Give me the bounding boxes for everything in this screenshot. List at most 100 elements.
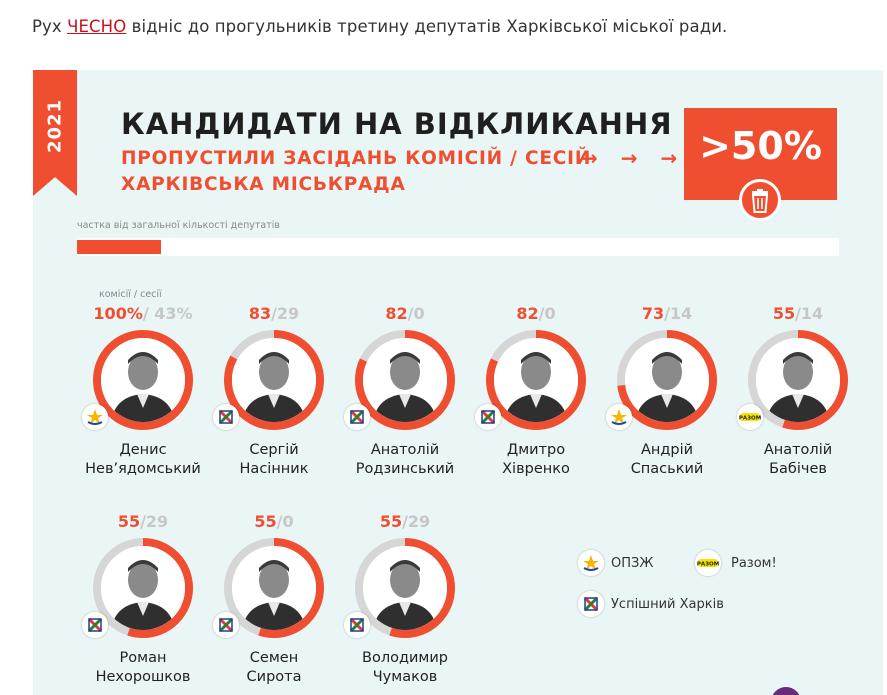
share-bar: [77, 238, 839, 256]
threshold-label: >50%: [699, 124, 822, 168]
deputy-photo: [232, 546, 316, 630]
attendance-percent: 55/29: [340, 512, 470, 531]
deputy-name: Денис Нев’ядомський: [78, 441, 208, 479]
lead-prefix: Рух: [32, 17, 68, 36]
attendance-ring: [222, 536, 326, 640]
deputy-name: Семен Сирота: [209, 649, 339, 687]
deputy-last-name: Родзинський: [355, 461, 455, 477]
council-name: ХАРКІВСЬКА МІСЬКРАДА: [121, 174, 406, 195]
deputy-last-name: Хівренко: [502, 461, 570, 477]
attendance-ring: [353, 536, 457, 640]
deputy-photo: [625, 338, 709, 422]
session-percent: /0: [276, 512, 294, 531]
session-percent: /14: [664, 304, 693, 323]
deputy-photo: [494, 338, 578, 422]
deputy-name: Андрій Спаський: [602, 441, 732, 479]
svg-text:РАЗОМ: РАЗОМ: [697, 562, 719, 568]
committee-percent: 55: [379, 512, 403, 531]
deputy-name: Роман Нехорошков: [78, 649, 208, 687]
attendance-percent: 55/29: [78, 512, 208, 531]
attendance-percent: 82/0: [340, 304, 470, 323]
chesno-logo-icon: [771, 687, 801, 695]
share-label: частка від загальної кількості депутатів: [77, 220, 281, 231]
legend-opzzh: ОПЗЖ: [611, 556, 654, 571]
party-logo-icon: [213, 612, 239, 638]
committee-percent: 100%: [93, 304, 143, 323]
attendance-ring: [615, 328, 719, 432]
deputy-photo: [232, 338, 316, 422]
attendance-ring: [484, 328, 588, 432]
attendance-ring: [746, 328, 850, 432]
committee-percent: 82: [385, 304, 408, 323]
party-logo-icon: [82, 404, 108, 430]
deputy-first-name: Анатолій: [763, 442, 833, 458]
deputy-photo: [756, 338, 840, 422]
infographic-subtitle: ПРОПУСТИЛИ ЗАСІДАНЬ КОМІСІЙ / СЕСІЙ: [121, 148, 592, 169]
deputy-last-name: Сирота: [246, 669, 302, 685]
trash-icon: [739, 179, 781, 221]
attendance-percent: 100%/ 43%: [78, 304, 208, 323]
committee-percent: 55: [254, 512, 277, 531]
deputy-first-name: Сергій: [249, 442, 299, 458]
deputy-name: Дмитро Хівренко: [471, 441, 601, 479]
deputy-name: Анатолій Родзинський: [340, 441, 470, 479]
deputy-first-name: Андрій: [640, 442, 694, 458]
year-label: 2021: [44, 98, 66, 154]
attendance-percent: 82/0: [471, 304, 601, 323]
session-percent: /0: [538, 304, 556, 323]
committee-percent: 83: [248, 304, 272, 323]
share-bar-fill: [77, 240, 161, 254]
deputy-last-name: Нев’ядомський: [85, 461, 201, 477]
share-value: 11%: [126, 238, 156, 253]
deputy-last-name: Чумаков: [372, 669, 438, 685]
lead-paragraph: Рух ЧЕСНО відніс до прогульників третину…: [32, 17, 727, 36]
session-percent: /0: [407, 304, 425, 323]
deputy-first-name: Дмитро: [506, 442, 566, 458]
attendance-percent: 73/14: [602, 304, 732, 323]
attendance-percent: 83/29: [209, 304, 339, 323]
session-percent: /29: [402, 512, 431, 531]
deputy-last-name: Спаський: [630, 461, 704, 477]
threshold-box: >50%: [684, 108, 837, 200]
deputy-photo: [363, 338, 447, 422]
party-logo-icon: [606, 404, 632, 430]
year-ribbon: [33, 70, 77, 196]
svg-text:РАЗОМ: РАЗОМ: [739, 416, 761, 422]
uspishnyi-logo-icon: [578, 591, 604, 617]
committee-percent: 82: [516, 304, 539, 323]
deputy-first-name: Володимир: [362, 650, 448, 666]
attendance-percent: 55/0: [209, 512, 339, 531]
chesno-link[interactable]: ЧЕСНО: [67, 17, 127, 36]
infographic-title: КАНДИДАТИ НА ВІДКЛИКАННЯ: [121, 107, 673, 141]
deputy-first-name: Роман: [119, 650, 167, 666]
committee-percent: 55: [772, 304, 796, 323]
deputy-last-name: Бабічев: [769, 461, 827, 477]
infographic: 2021 КАНДИДАТИ НА ВІДКЛИКАННЯ ПРОПУСТИЛИ…: [33, 70, 883, 695]
committee-percent: 55: [117, 512, 141, 531]
attendance-ring: [222, 328, 326, 432]
deputy-first-name: Семен: [249, 650, 299, 666]
deputy-name: Сергій Насінник: [209, 441, 339, 479]
party-logo-icon: [82, 612, 108, 638]
legend-razom: Разом!: [731, 556, 777, 571]
opzzh-logo-icon: [578, 550, 604, 576]
party-logo-icon: [213, 404, 239, 430]
arrow-right-icons: → → →: [581, 146, 686, 170]
deputy-photo: [363, 546, 447, 630]
party-logo-icon: [344, 404, 370, 430]
razom-logo-icon: РАЗОМ: [695, 550, 721, 576]
deputy-photo: [101, 338, 185, 422]
deputy-last-name: Нехорошков: [95, 669, 191, 685]
session-percent: /14: [795, 304, 824, 323]
lead-suffix: відніс до прогульників третину депутатів…: [126, 17, 728, 36]
deputy-photo: [101, 546, 185, 630]
party-logo-icon: [344, 612, 370, 638]
session-percent: /29: [271, 304, 300, 323]
session-percent: /29: [140, 512, 169, 531]
committee-session-label: комісії / сесії: [99, 289, 162, 300]
party-logo-icon: [475, 404, 501, 430]
attendance-percent: 55/14: [733, 304, 863, 323]
deputy-name: Володимир Чумаков: [340, 649, 470, 687]
attendance-ring: [91, 328, 195, 432]
party-logo-icon: РАЗОМ: [737, 404, 763, 430]
